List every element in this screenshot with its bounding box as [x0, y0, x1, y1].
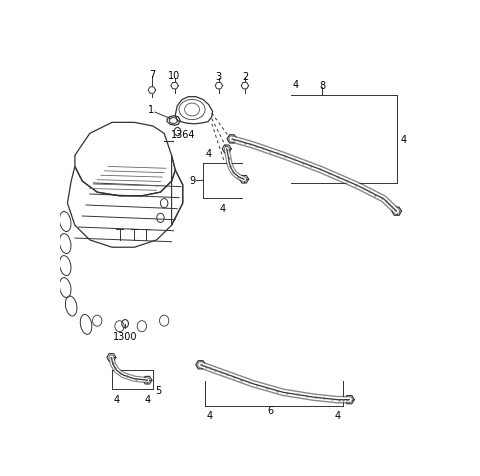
Text: 3: 3 — [216, 71, 222, 81]
Text: 4: 4 — [220, 204, 226, 214]
Text: 2: 2 — [242, 71, 248, 81]
Text: 1300: 1300 — [113, 331, 137, 341]
Text: 4: 4 — [205, 149, 211, 159]
Text: 1364: 1364 — [170, 129, 195, 139]
Text: 1: 1 — [148, 105, 154, 115]
Text: 10: 10 — [168, 70, 180, 80]
Text: 4: 4 — [400, 135, 407, 145]
Text: 8: 8 — [319, 80, 325, 90]
Text: 9: 9 — [190, 176, 196, 186]
Text: 7: 7 — [149, 69, 155, 79]
Text: 4: 4 — [114, 394, 120, 404]
Text: 4: 4 — [145, 394, 151, 404]
Text: 6: 6 — [267, 405, 273, 415]
Text: 5: 5 — [156, 385, 162, 395]
Text: 4: 4 — [292, 80, 299, 90]
Text: 4: 4 — [207, 410, 213, 420]
Text: 4: 4 — [335, 410, 341, 420]
